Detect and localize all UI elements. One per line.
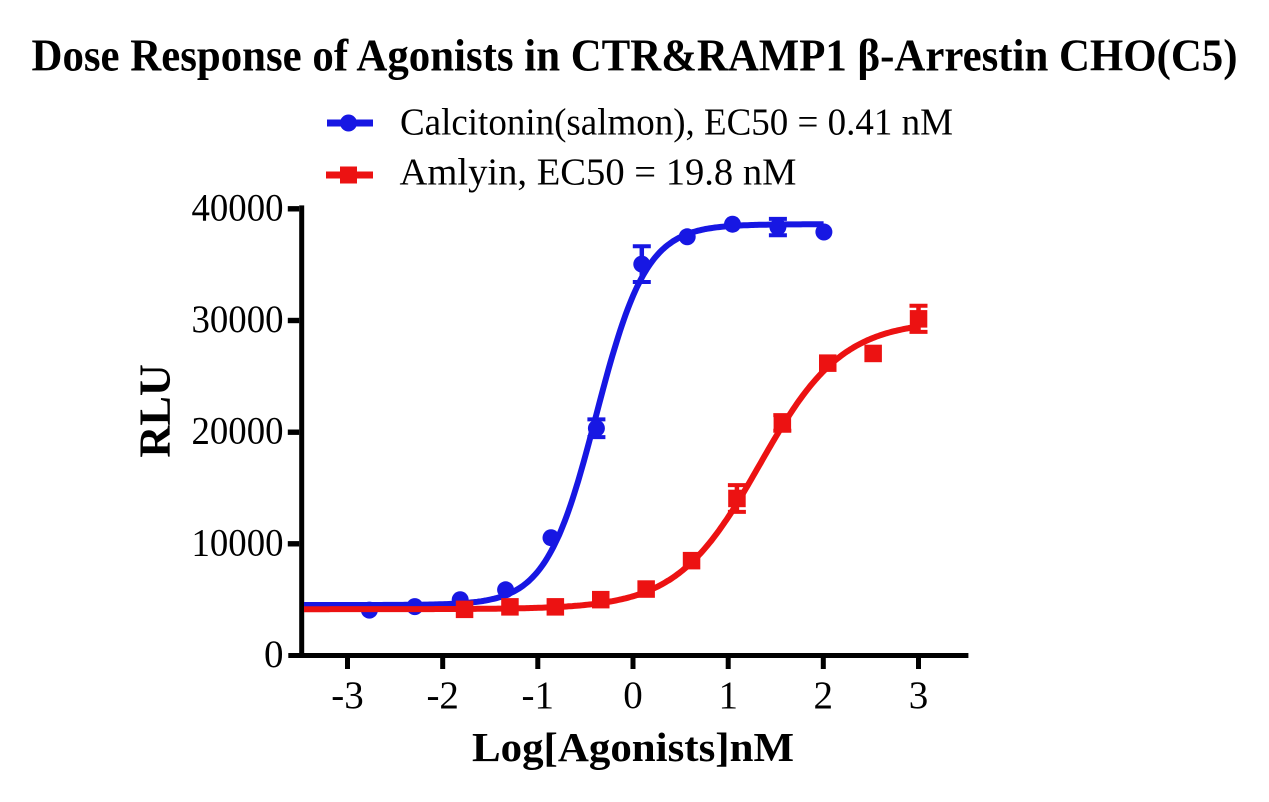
- svg-text:0: 0: [623, 674, 643, 717]
- svg-text:-3: -3: [331, 674, 364, 717]
- svg-text:Log[Agonists]nM: Log[Agonists]nM: [472, 724, 794, 770]
- svg-text:30000: 30000: [192, 298, 284, 341]
- svg-text:Dose Response of Agonists in C: Dose Response of Agonists in CTR&RAMP1 β…: [32, 31, 1238, 81]
- svg-text:20000: 20000: [192, 410, 284, 453]
- svg-text:40000: 40000: [192, 186, 284, 229]
- svg-text:RLU: RLU: [130, 364, 179, 458]
- svg-text:2: 2: [814, 674, 834, 717]
- svg-text:1: 1: [718, 674, 738, 717]
- svg-text:10000: 10000: [192, 521, 284, 564]
- svg-text:-1: -1: [522, 674, 555, 717]
- svg-text:Calcitonin(salmon), EC50 = 0.4: Calcitonin(salmon), EC50 = 0.41 nM: [400, 102, 953, 144]
- svg-text:-2: -2: [426, 674, 459, 717]
- svg-text:Amlyin, EC50 = 19.8 nM: Amlyin, EC50 = 19.8 nM: [400, 152, 797, 194]
- svg-text:0: 0: [264, 633, 284, 676]
- svg-text:3: 3: [909, 674, 929, 717]
